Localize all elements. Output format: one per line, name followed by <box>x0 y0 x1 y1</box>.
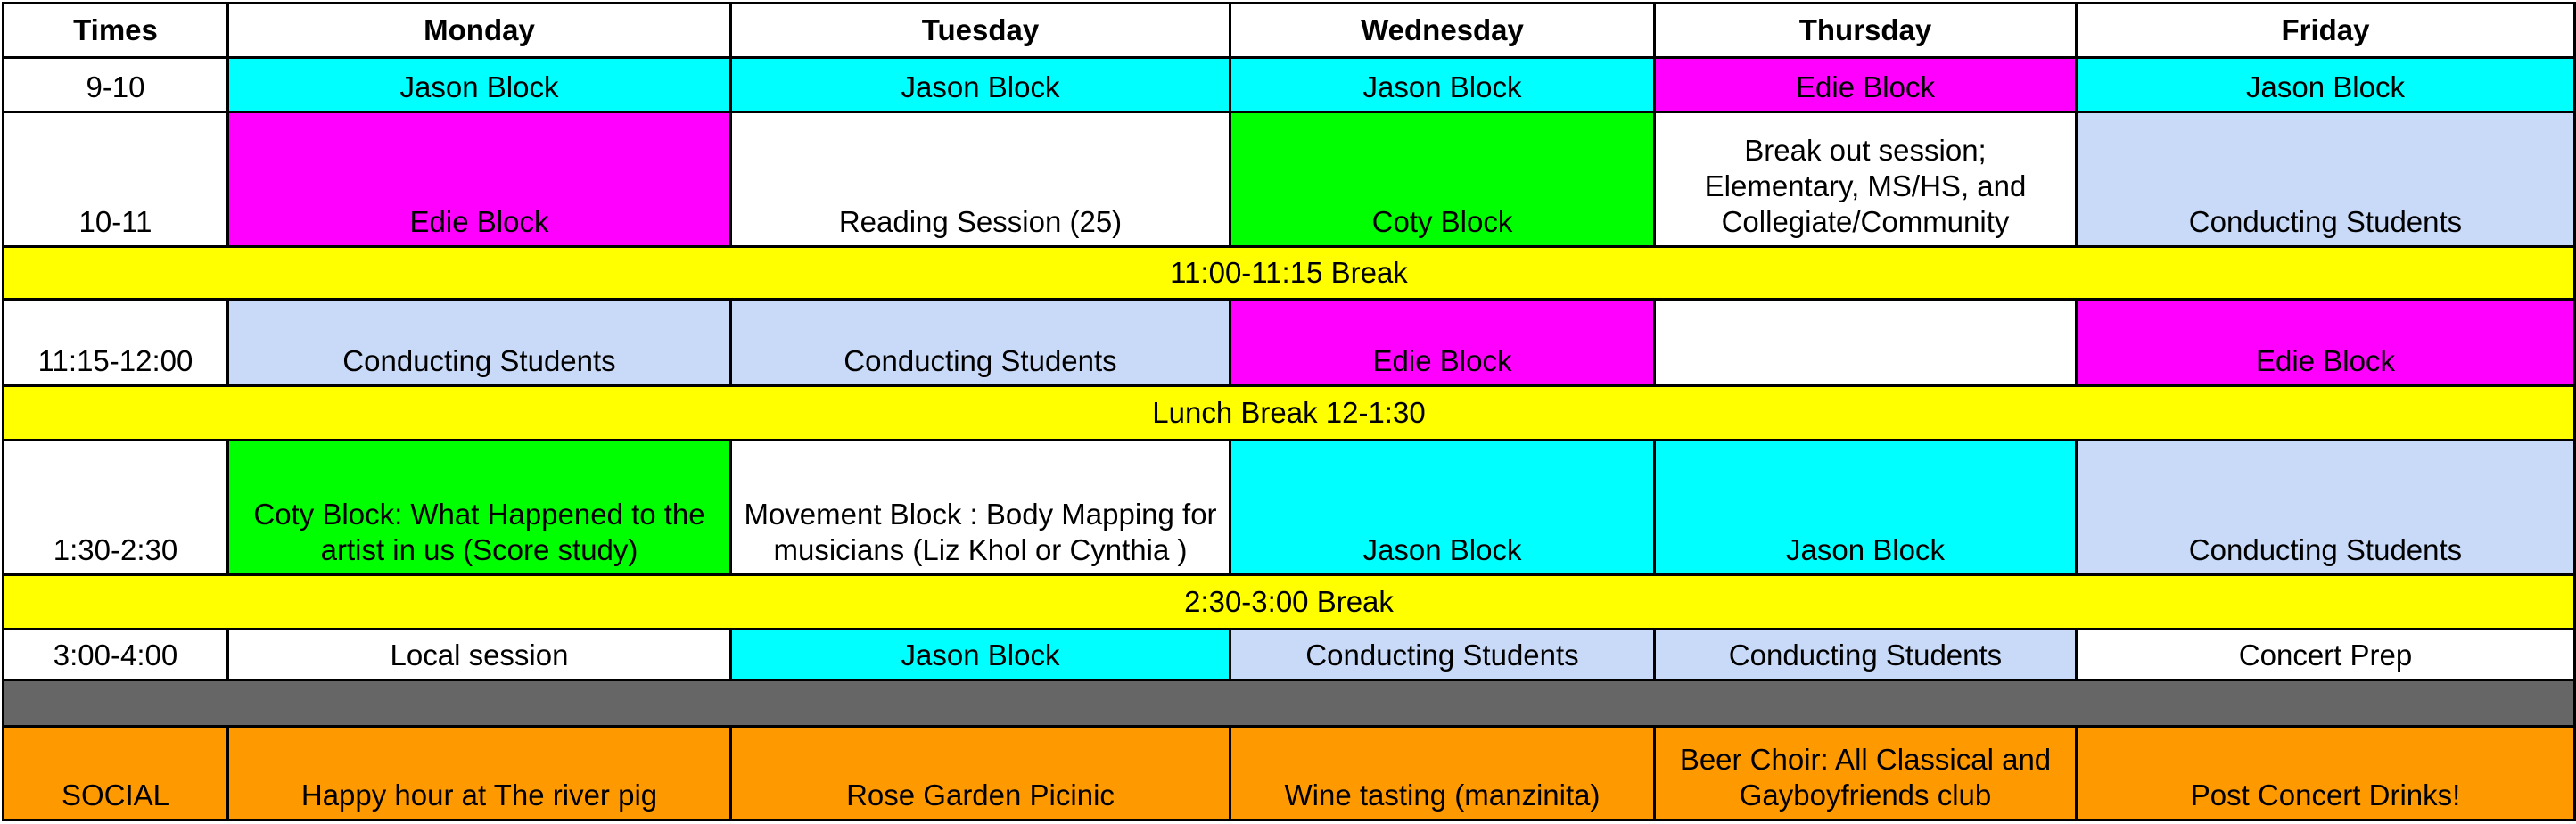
session-cell: Coty Block <box>1229 111 1656 248</box>
session-cell: Edie Block <box>1653 56 2078 113</box>
header-friday: Friday <box>2075 2 2576 59</box>
header-times: Times <box>2 2 229 59</box>
session-cell: Jason Block <box>729 56 1231 113</box>
header-tuesday: Tuesday <box>729 2 1231 59</box>
session-cell: Conducting Students <box>1653 628 2078 681</box>
session-cell: Jason Block <box>226 56 732 113</box>
header-row: Times Monday Tuesday Wednesday Thursday … <box>2 2 2576 59</box>
break-row: 2:30-3:00 Break <box>2 573 2576 630</box>
social-cell: Happy hour at The river pig <box>226 725 732 821</box>
session-cell: Edie Block <box>1229 298 1656 387</box>
session-cell: Conducting Students <box>226 298 732 387</box>
table-row: 3:00-4:00 Local session Jason Block Cond… <box>2 628 2576 681</box>
session-cell: Coty Block: What Happened to the artist … <box>226 439 732 576</box>
time-cell: 10-11 <box>2 111 229 248</box>
session-cell: Conducting Students <box>729 298 1231 387</box>
social-cell: Post Concert Drinks! <box>2075 725 2576 821</box>
session-cell: Jason Block <box>729 628 1231 681</box>
session-cell: Jason Block <box>1229 56 1656 113</box>
time-cell: 11:15-12:00 <box>2 298 229 387</box>
header-wednesday: Wednesday <box>1229 2 1656 59</box>
break-banner: 2:30-3:00 Break <box>2 573 2576 630</box>
session-cell: Concert Prep <box>2075 628 2576 681</box>
time-cell: 3:00-4:00 <box>2 628 229 681</box>
break-banner: 11:00-11:15 Break <box>2 245 2576 301</box>
time-cell: SOCIAL <box>2 725 229 821</box>
session-cell: Jason Block <box>1653 439 2078 576</box>
time-cell: 1:30-2:30 <box>2 439 229 576</box>
session-cell: Reading Session (25) <box>729 111 1231 248</box>
session-cell: Break out session; Elementary, MS/HS, an… <box>1653 111 2078 248</box>
session-cell: Edie Block <box>226 111 732 248</box>
social-cell: Beer Choir: All Classical and Gayboyfrie… <box>1653 725 2078 821</box>
session-cell: Conducting Students <box>1229 628 1656 681</box>
table-row: 1:30-2:30 Coty Block: What Happened to t… <box>2 439 2576 576</box>
break-row: Lunch Break 12-1:30 <box>2 384 2576 441</box>
social-cell: Wine tasting (manzinita) <box>1229 725 1656 821</box>
session-cell: Edie Block <box>2075 298 2576 387</box>
lunch-banner: Lunch Break 12-1:30 <box>2 384 2576 441</box>
time-cell: 9-10 <box>2 56 229 113</box>
social-cell: Rose Garden Picinic <box>729 725 1231 821</box>
social-row: SOCIAL Happy hour at The river pig Rose … <box>2 725 2576 821</box>
table-row: 11:15-12:00 Conducting Students Conducti… <box>2 298 2576 387</box>
session-cell <box>1653 298 2078 387</box>
header-thursday: Thursday <box>1653 2 2078 59</box>
session-cell: Conducting Students <box>2075 439 2576 576</box>
divider-row <box>2 679 2576 728</box>
break-row: 11:00-11:15 Break <box>2 245 2576 301</box>
session-cell: Jason Block <box>1229 439 1656 576</box>
session-cell: Movement Block : Body Mapping for musici… <box>729 439 1231 576</box>
session-cell: Local session <box>226 628 732 681</box>
session-cell: Conducting Students <box>2075 111 2576 248</box>
table-row: 10-11 Edie Block Reading Session (25) Co… <box>2 111 2576 248</box>
session-cell: Jason Block <box>2075 56 2576 113</box>
divider-bar <box>2 679 2576 728</box>
table-row: 9-10 Jason Block Jason Block Jason Block… <box>2 56 2576 113</box>
header-monday: Monday <box>226 2 732 59</box>
